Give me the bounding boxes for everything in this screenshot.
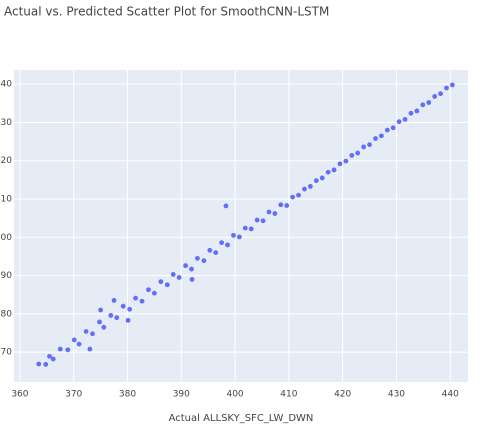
scatter-point <box>158 279 164 285</box>
x-tick-label: 430 <box>388 390 405 400</box>
scatter-point <box>260 218 266 224</box>
scatter-point <box>373 136 378 141</box>
plot-area <box>14 70 468 382</box>
scatter-point <box>420 102 426 108</box>
x-tick-label: 360 <box>11 390 28 400</box>
scatter-point <box>201 258 207 264</box>
scatter-point <box>125 317 131 323</box>
scatter-point <box>111 298 117 303</box>
scatter-point <box>83 329 89 334</box>
scatter-point <box>414 108 420 114</box>
scatter-point <box>349 152 355 158</box>
scatter-point <box>189 277 195 282</box>
scatter-point <box>43 361 49 367</box>
x-tick-label: 410 <box>280 390 297 400</box>
scatter-point <box>120 303 126 309</box>
scatter-point <box>313 178 319 184</box>
scatter-point <box>296 192 301 198</box>
scatter-point <box>343 158 349 164</box>
y-tick-label: 440 <box>0 80 12 90</box>
scatter-point <box>231 232 236 238</box>
scatter-point <box>444 85 449 91</box>
scatter-point <box>384 127 390 133</box>
scatter-point <box>65 347 71 353</box>
scatter-point <box>355 150 361 156</box>
y-tick-label: 380 <box>0 309 12 319</box>
x-tick-label: 440 <box>442 390 459 400</box>
scatter-point <box>242 225 248 231</box>
scatter-point <box>426 100 432 105</box>
scatter-point <box>189 266 194 272</box>
scatter-point <box>302 186 307 192</box>
y-tick-label: 370 <box>0 348 12 358</box>
x-tick-label: 400 <box>226 390 243 400</box>
scatter-point <box>76 341 82 347</box>
scatter-point <box>57 346 63 352</box>
scatter-point <box>225 242 230 248</box>
scatter-point <box>219 240 225 246</box>
scatter-point <box>207 247 213 253</box>
scatter-point <box>319 175 325 181</box>
y-tick-label: 430 <box>0 118 12 128</box>
scatter-point <box>114 315 120 321</box>
scatter-point <box>170 272 176 277</box>
scatter-point <box>108 312 114 318</box>
scatter-point <box>236 234 242 240</box>
x-tick-label: 370 <box>65 390 82 400</box>
scatter-point <box>432 94 438 99</box>
scatter-point <box>248 226 254 232</box>
y-tick-label: 400 <box>0 233 12 243</box>
y-tick-label: 390 <box>0 271 12 281</box>
scatter-point <box>307 183 313 189</box>
chart-title: Actual vs. Predicted Scatter Plot for Sm… <box>4 5 329 19</box>
scatter-point <box>146 287 151 293</box>
scatter-point <box>151 290 157 296</box>
scatter-point <box>367 142 372 148</box>
scatter-point <box>290 194 296 200</box>
scatter-point <box>331 167 337 173</box>
scatter-point <box>254 217 260 223</box>
scatter-point <box>176 275 182 280</box>
scatter-point <box>139 298 145 304</box>
scatter-point <box>71 337 77 343</box>
x-tick-label: 380 <box>119 390 136 400</box>
scatter-point <box>101 324 107 330</box>
scatter-point <box>272 211 278 216</box>
scatter-point <box>284 203 290 208</box>
scatter-point <box>325 169 331 175</box>
scatter-point <box>402 116 408 122</box>
scatter-point <box>390 125 396 131</box>
scatter-point <box>337 161 343 167</box>
scatter-point <box>438 91 443 97</box>
scatter-point <box>98 307 104 313</box>
x-tick-label: 420 <box>334 390 351 400</box>
scatter-point <box>361 144 367 150</box>
scatter-point <box>133 295 138 301</box>
scatter-point <box>378 133 384 139</box>
scatter-point <box>50 356 56 362</box>
scatter-point <box>47 353 52 359</box>
scatter-point <box>213 250 219 256</box>
scatter-point <box>183 263 188 269</box>
scatter-point <box>408 110 414 116</box>
scatter-point <box>223 203 229 209</box>
scatter-point <box>396 119 402 125</box>
scatter-point <box>195 255 200 261</box>
y-tick-label: 410 <box>0 195 12 205</box>
x-tick-label: 390 <box>173 390 190 400</box>
scatter-point <box>90 331 95 337</box>
scatter-point <box>36 361 42 367</box>
scatter-point <box>450 82 455 88</box>
scatter-point <box>278 202 284 208</box>
scatter-point <box>164 282 170 288</box>
y-tick-label: 420 <box>0 156 12 166</box>
scatter-point <box>87 346 93 352</box>
scatter-point <box>266 209 272 215</box>
scatter-point <box>127 306 133 312</box>
scatter-point <box>97 319 102 325</box>
x-axis-title: Actual ALLSKY_SFC_LW_DWN <box>169 413 314 424</box>
